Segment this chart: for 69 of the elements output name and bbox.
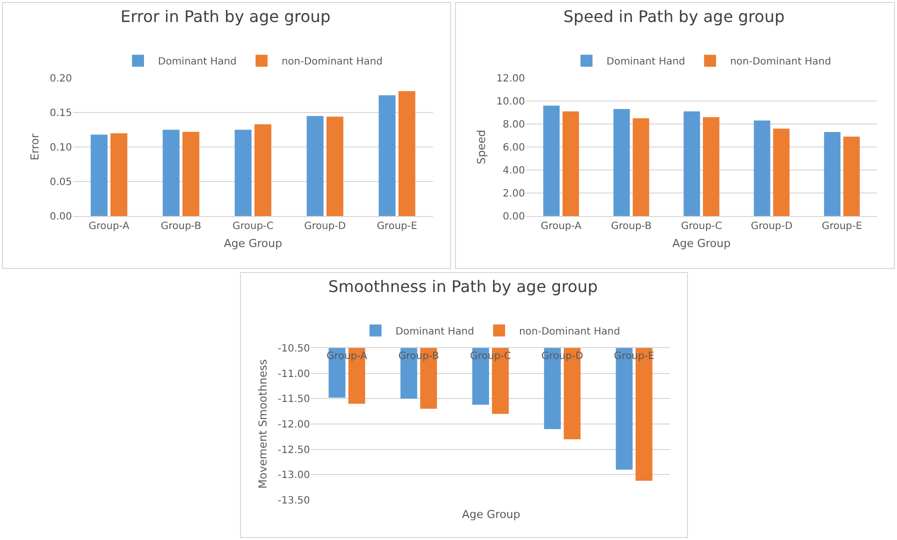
- legend-label: non-Dominant Hand: [519, 326, 620, 338]
- x-tick-label: Group-E: [376, 221, 418, 232]
- y-tick-label: 12.00: [496, 74, 525, 84]
- bar: [378, 95, 396, 216]
- x-tick-label: Group-C: [680, 221, 722, 232]
- y-axis-title: Error: [28, 133, 42, 160]
- x-tick-label: Group-B: [160, 221, 202, 232]
- y-tick-label: 0.10: [50, 142, 72, 154]
- y-tick-label: -13.00: [278, 470, 310, 482]
- y-axis-title: Movement Smoothness: [256, 359, 270, 489]
- y-tick-label: 0.00: [50, 212, 72, 222]
- x-tick-label: Group-A: [326, 351, 368, 362]
- bar: [254, 124, 272, 216]
- bar: [234, 130, 252, 216]
- y-tick-label: -12.50: [278, 444, 310, 456]
- x-axis-title: Age Group: [224, 237, 282, 250]
- y-tick-label: 10.00: [496, 96, 525, 108]
- y-tick-label: 0.20: [50, 74, 72, 84]
- y-tick-label: 0.05: [50, 177, 72, 188]
- x-tick-label: Group-D: [304, 221, 346, 232]
- bar: [773, 128, 790, 216]
- bar: [110, 133, 128, 216]
- y-axis-title: Speed: [475, 130, 488, 164]
- bar: [398, 91, 416, 216]
- bar: [843, 136, 860, 216]
- x-tick-label: Group-E: [614, 351, 654, 362]
- legend-label: Dominant Hand: [158, 56, 237, 68]
- chart-title: Error in Path by age group: [120, 7, 331, 26]
- x-axis-title: Age Group: [672, 237, 731, 250]
- chart-title: Smoothness in Path by age group: [328, 277, 598, 296]
- y-tick-label: -10.50: [278, 344, 310, 354]
- bar: [543, 106, 560, 216]
- y-tick-label: 6.00: [502, 142, 525, 154]
- x-tick-label: Group-C: [470, 351, 512, 362]
- y-tick-label: -13.50: [278, 496, 310, 506]
- y-tick-label: 4.00: [502, 166, 525, 176]
- x-tick-label: Group-A: [540, 221, 582, 232]
- bar: [306, 116, 324, 216]
- legend-label: Dominant Hand: [606, 56, 686, 68]
- bar: [182, 132, 200, 216]
- x-tick-label: Group-C: [232, 221, 274, 232]
- x-tick-label: Group-A: [88, 221, 130, 232]
- y-tick-label: 2.00: [502, 188, 525, 200]
- y-tick-label: 0.00: [502, 212, 525, 222]
- legend-label: non-Dominant Hand: [282, 56, 383, 68]
- bar: [326, 116, 344, 216]
- bar: [162, 130, 180, 216]
- bar: [613, 109, 630, 216]
- y-tick-label: 0.15: [50, 108, 72, 119]
- y-tick-label: -11.00: [278, 368, 310, 380]
- bar: [684, 111, 700, 216]
- y-tick-label: -11.50: [278, 394, 310, 406]
- bar: [90, 134, 108, 216]
- bar: [632, 118, 650, 216]
- x-tick-label: Group-B: [611, 221, 652, 232]
- legend-label: non-Dominant Hand: [730, 56, 832, 68]
- x-tick-label: Group-E: [822, 221, 862, 232]
- bar: [754, 120, 770, 216]
- y-tick-label: -12.00: [278, 420, 310, 430]
- x-tick-label: Group-B: [398, 351, 440, 362]
- bar: [702, 117, 720, 216]
- x-axis-title: Age Group: [462, 508, 520, 521]
- chart-title: Speed in Path by age group: [563, 7, 785, 26]
- bar: [562, 111, 579, 216]
- x-tick-label: Group-D: [541, 351, 584, 362]
- x-tick-label: Group-D: [750, 221, 793, 232]
- bar: [824, 132, 840, 216]
- y-tick-label: 8.00: [502, 120, 525, 130]
- legend-label: Dominant Hand: [396, 326, 474, 338]
